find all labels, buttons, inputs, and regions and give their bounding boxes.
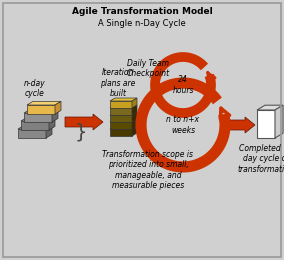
Bar [24,113,52,122]
Polygon shape [18,125,52,129]
Polygon shape [132,98,137,108]
Text: Daily Team
Checkpoint: Daily Team Checkpoint [126,58,170,78]
Polygon shape [110,105,137,108]
Text: Iteration
plans are
built: Iteration plans are built [100,68,136,98]
Bar [257,110,275,138]
Bar [110,129,132,136]
Polygon shape [110,126,137,129]
Text: n-day
cycle: n-day cycle [24,79,46,98]
Polygon shape [132,126,137,136]
Polygon shape [24,109,58,113]
Polygon shape [110,98,137,101]
FancyArrow shape [65,114,103,130]
Text: Completed  n-
day cycle of
transformation: Completed n- day cycle of transformation [238,144,284,174]
Polygon shape [132,119,137,129]
Polygon shape [110,112,137,115]
Polygon shape [257,105,283,110]
Bar [21,121,49,130]
Bar [110,108,132,115]
Bar [110,101,132,108]
Polygon shape [132,105,137,115]
Text: Agile Transformation Model: Agile Transformation Model [72,8,212,16]
Polygon shape [21,118,55,121]
Bar [110,115,132,122]
Bar [27,105,55,114]
Bar [18,129,46,138]
Text: 24
hours: 24 hours [172,75,194,95]
Polygon shape [52,109,58,122]
Polygon shape [49,118,55,130]
Polygon shape [110,119,137,122]
Text: n to n+x
weeks: n to n+x weeks [166,115,199,135]
Bar [110,122,132,129]
Text: A Single n-Day Cycle: A Single n-Day Cycle [98,20,186,29]
Polygon shape [55,101,61,114]
Polygon shape [275,105,283,138]
Polygon shape [46,125,52,138]
Text: Transformation scope is
prioritized into small,
manageable, and
measurable piece: Transformation scope is prioritized into… [103,150,193,190]
Text: }: } [75,122,87,141]
Polygon shape [132,112,137,122]
FancyArrow shape [227,117,255,133]
Polygon shape [27,101,61,105]
